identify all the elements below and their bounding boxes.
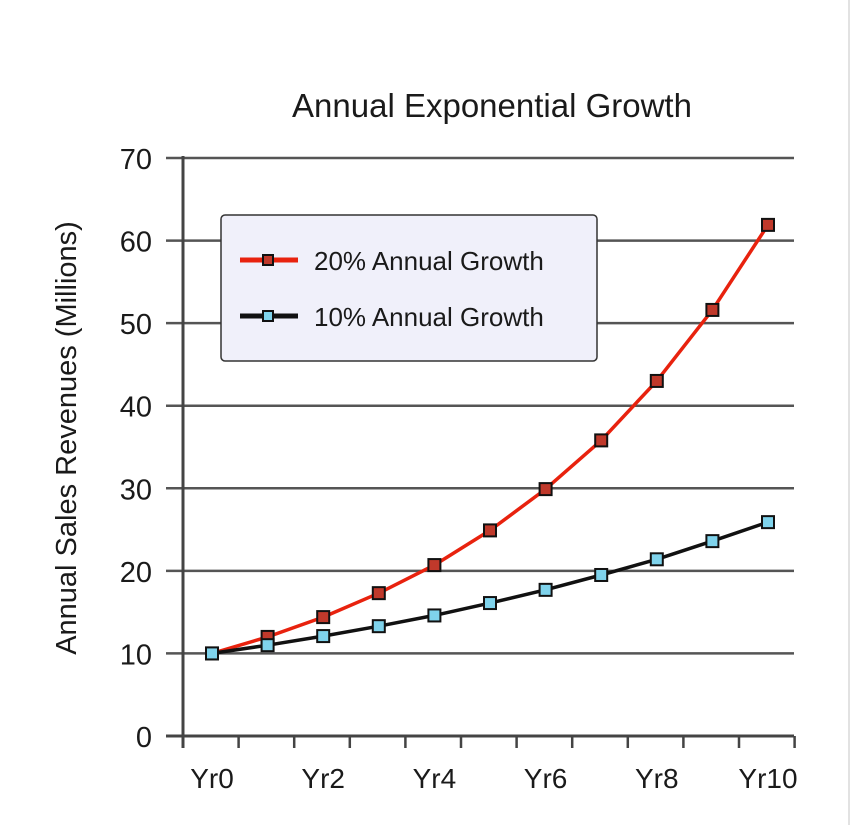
series-1-point (761, 217, 775, 232)
axis-layer: 0 10 20 30 40 50 60 70 Yr0 Yr2 Yr4 Yr6 Yr8 Yr10 (120, 144, 798, 794)
series-1-point (649, 373, 664, 388)
y-tick-label: 40 (120, 392, 152, 424)
series-layer (205, 217, 775, 661)
y-tick-label: 60 (120, 227, 152, 259)
series-2-point (316, 629, 331, 644)
series-2-point (761, 515, 775, 530)
y-tick-label: 20 (120, 557, 152, 589)
x-tick-label: Yr0 (190, 763, 234, 794)
legend-label: 20% Annual Growth (314, 246, 544, 276)
series-2-point (483, 596, 497, 611)
series-1-point (427, 558, 442, 573)
legend: 20% Annual Growth 10% Annual Growth (220, 214, 598, 362)
legend-swatch-marker (262, 254, 274, 266)
x-tick-label: Yr6 (524, 763, 568, 794)
y-tick-label: 50 (120, 309, 152, 341)
series-2-point (260, 638, 275, 653)
series-2-point (205, 646, 219, 661)
x-tick-label: Yr8 (635, 763, 679, 794)
legend-swatch-marker (262, 310, 274, 322)
legend-label: 10% Annual Growth (314, 302, 544, 332)
series-2-point (371, 619, 386, 634)
x-tick-label: Yr2 (301, 763, 345, 794)
series-2-point (705, 534, 720, 549)
chart-title: Annual Exponential Growth (292, 87, 692, 124)
series-1-point (483, 523, 497, 538)
y-tick-label: 10 (120, 639, 152, 671)
series-line-2 (211, 520, 769, 656)
legend-box (220, 214, 598, 362)
y-tick-label: 70 (120, 144, 152, 176)
y-tick-label: 0 (136, 722, 152, 754)
series-2-point (594, 567, 609, 582)
page-edge (848, 0, 850, 825)
series-2-point (427, 608, 442, 623)
series-2-point (649, 552, 664, 567)
x-tick-label: Yr4 (413, 763, 457, 794)
series-1-point (316, 610, 331, 625)
series-1-point (594, 433, 609, 448)
series-1-point (705, 302, 720, 317)
y-tick-label: 30 (120, 474, 152, 506)
y-axis-label: Annual Sales Revenues (Millions) (51, 221, 83, 655)
series-1-point (371, 586, 386, 601)
x-tick-label: Yr10 (738, 763, 797, 794)
series-2-point (538, 582, 553, 597)
series-1-point (538, 482, 553, 497)
